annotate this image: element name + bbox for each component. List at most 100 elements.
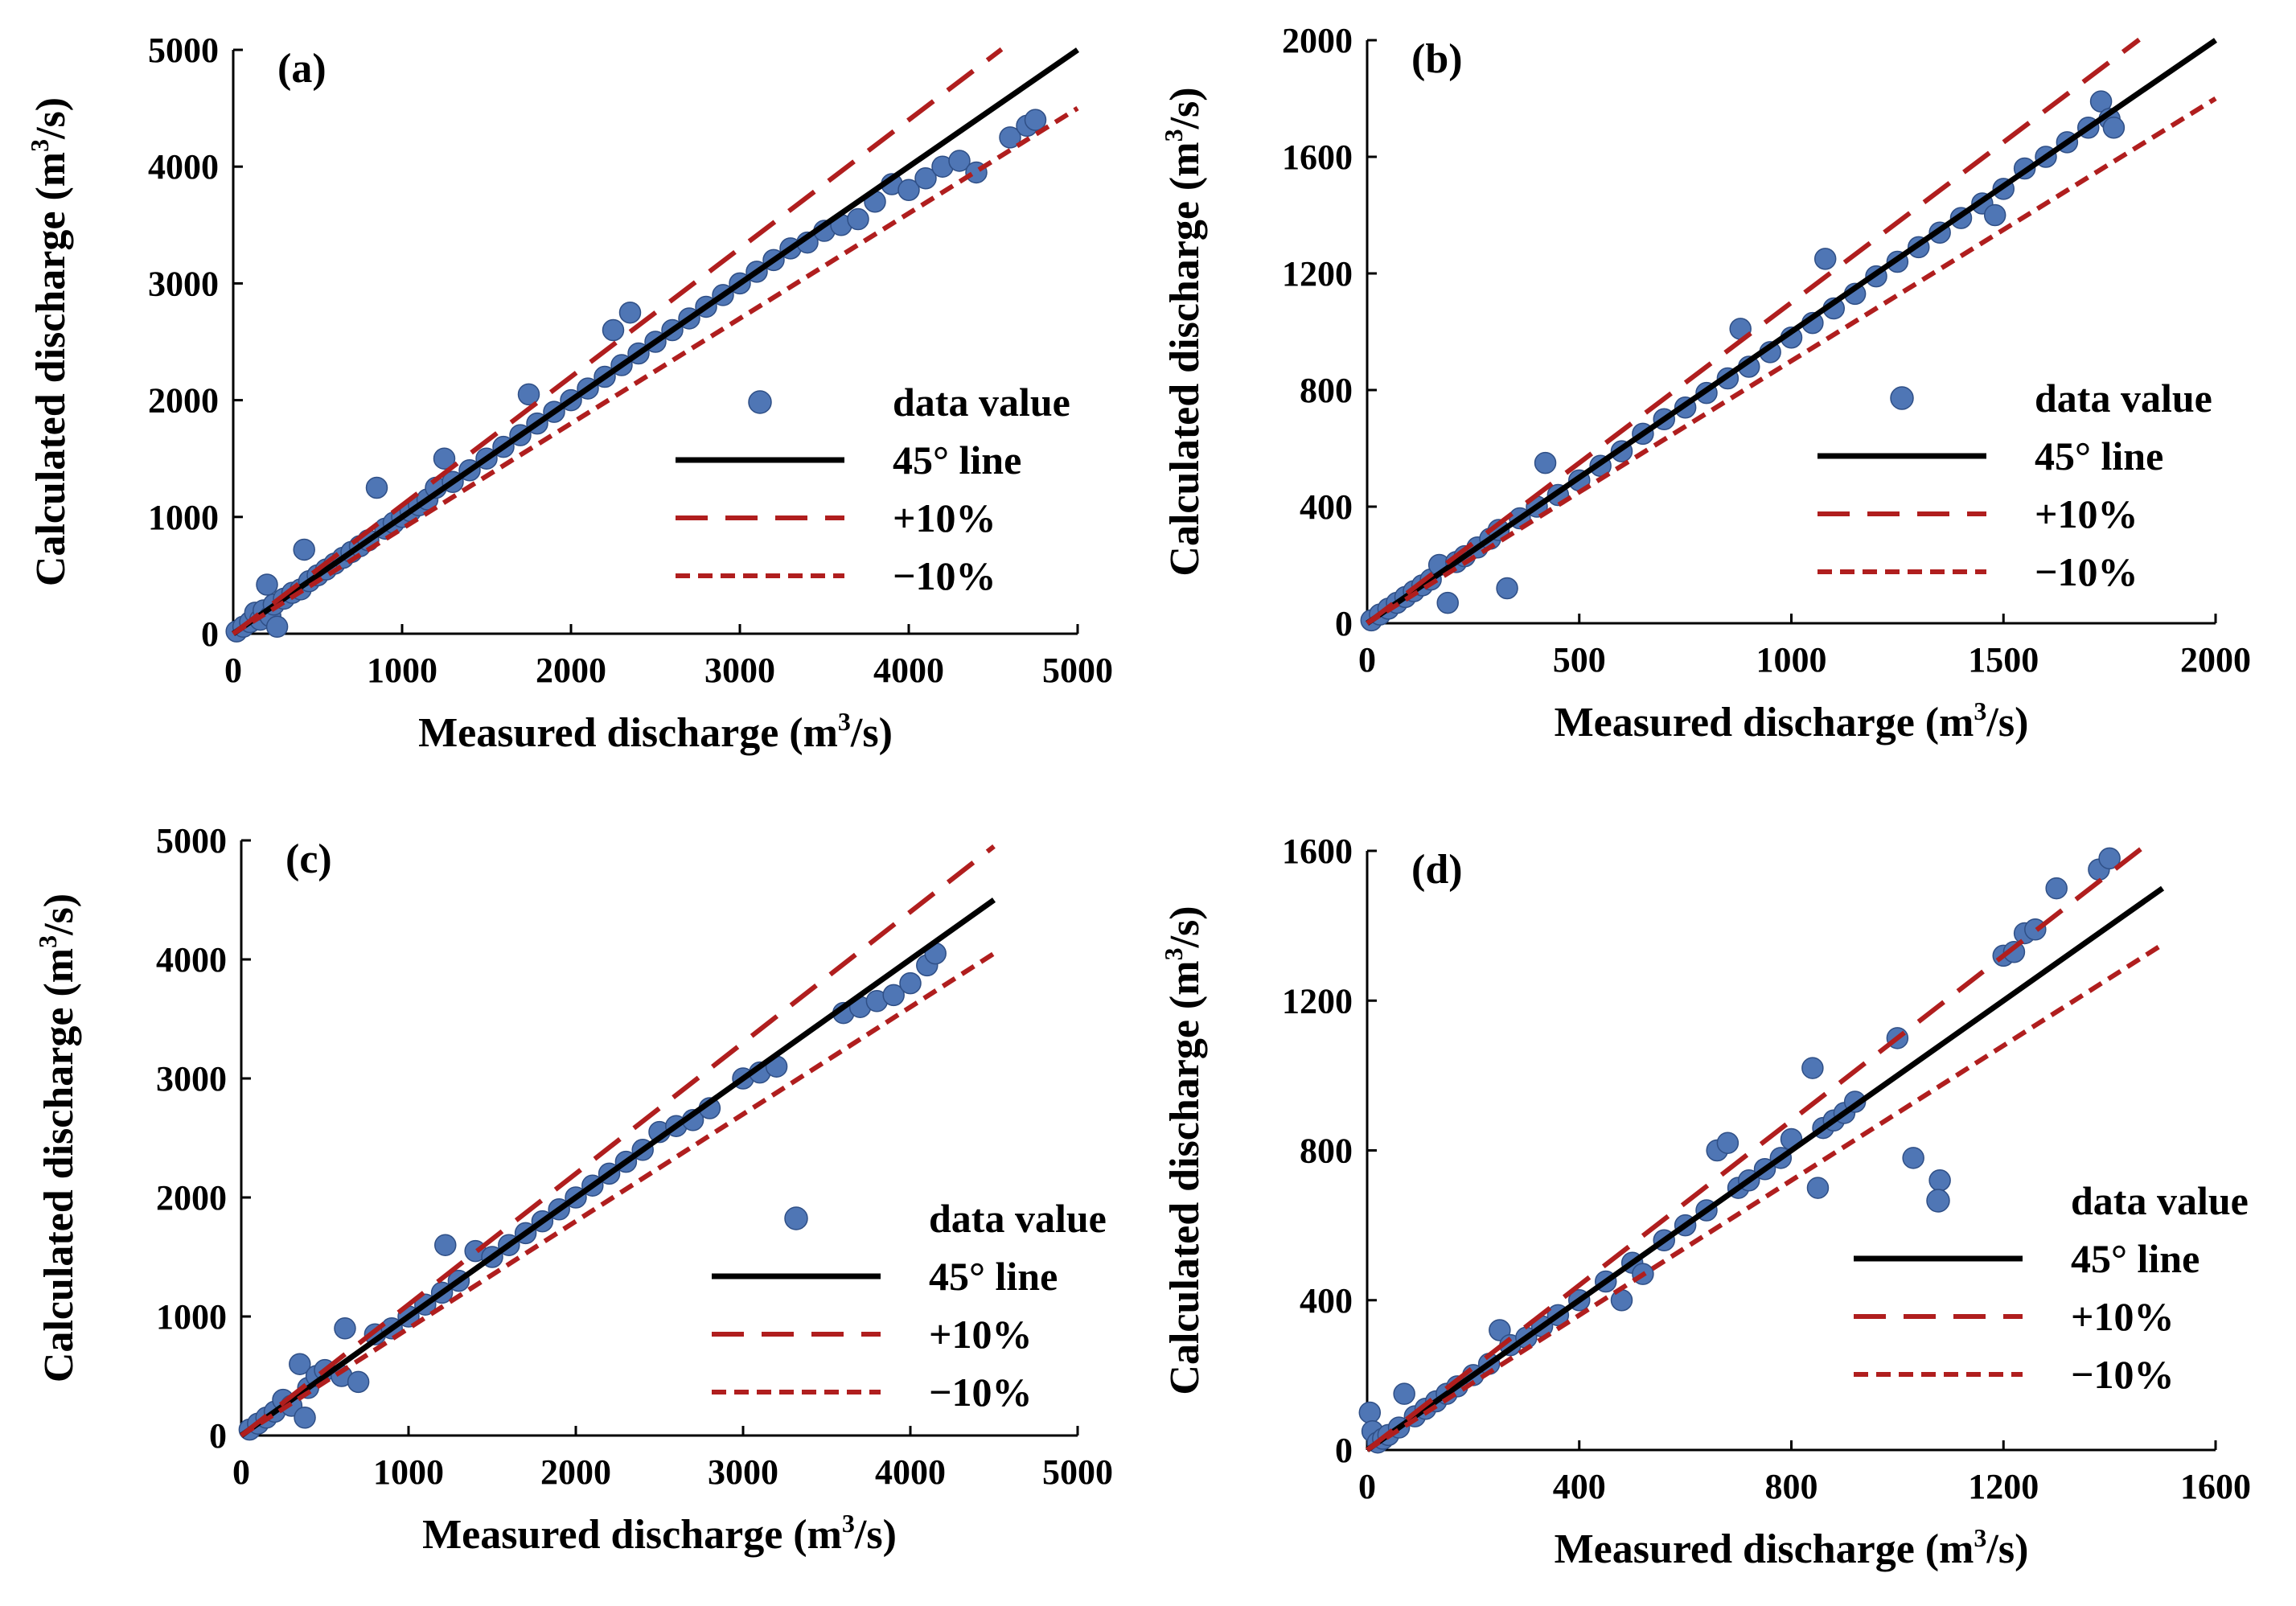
legend-label: data value <box>2035 376 2212 421</box>
data-point <box>914 166 937 190</box>
line-minus-10-percent <box>1366 942 2164 1452</box>
legend-label: −10% <box>2071 1352 2175 1397</box>
data-point <box>434 1234 457 1256</box>
y-tick-label: 4000 <box>148 147 219 187</box>
y-tick-label: 800 <box>1300 371 1353 410</box>
data-point <box>1436 591 1459 614</box>
x-tick-label: 1000 <box>367 651 437 690</box>
x-tick-label: 4000 <box>875 1452 946 1492</box>
data-point <box>517 383 540 406</box>
x-tick-label: 0 <box>1358 1467 1376 1506</box>
x-tick-label: 5000 <box>1042 1452 1113 1492</box>
data-point <box>1489 1319 1511 1341</box>
legend-label: 45° line <box>929 1254 1058 1299</box>
legend-label: data value <box>929 1196 1107 1241</box>
panel-label: (c) <box>285 836 332 882</box>
chart-panel-1: 0 1000 2000 3000 4000 5000 0 1000 2000 3000 4000 50… <box>25 31 1113 756</box>
panel-label: (b) <box>1411 36 1463 82</box>
y-tick-label: 1200 <box>1282 981 1353 1021</box>
data-point <box>1983 203 2006 227</box>
data-point <box>334 1317 356 1340</box>
data-point <box>897 179 920 201</box>
data-point <box>1716 1132 1739 1154</box>
x-axis-title: Measured discharge (m3/s) <box>422 1509 897 1558</box>
data-point <box>2098 847 2121 870</box>
legend-label: −10% <box>929 1370 1033 1415</box>
legend-label: +10% <box>893 495 996 540</box>
legend-label: −10% <box>2035 549 2138 594</box>
x-tick-label: 1000 <box>1756 640 1827 680</box>
y-tick-label: 0 <box>1335 1431 1353 1470</box>
y-tick-label: 2000 <box>1282 21 1353 60</box>
line-minus-10-percent <box>1366 96 2217 626</box>
data-point <box>293 538 315 561</box>
y-tick-label: 800 <box>1300 1132 1353 1171</box>
panel-label: (a) <box>277 46 327 92</box>
line-minus-10-percent <box>232 106 1079 636</box>
x-tick-label: 4000 <box>873 651 944 690</box>
data-point <box>1358 1401 1382 1424</box>
y-tick-label: 5000 <box>148 31 219 70</box>
data-point <box>1806 1177 1830 1199</box>
line-45-degree <box>232 47 1079 636</box>
data-point <box>2024 918 2047 941</box>
data-point <box>2045 877 2068 900</box>
legend: data value 45° line +10% −10% <box>712 1196 1107 1415</box>
data-point <box>433 447 456 470</box>
y-tick-label: 0 <box>209 1416 227 1456</box>
x-tick-label: 0 <box>232 1452 250 1492</box>
legend-marker-data-value <box>748 390 772 414</box>
y-tick-label: 1600 <box>1282 832 1353 871</box>
y-tick-label: 5000 <box>156 821 227 861</box>
legend-label: +10% <box>2035 491 2138 536</box>
y-tick-label: 4000 <box>156 940 227 980</box>
x-tick-label: 3000 <box>708 1452 778 1492</box>
data-point <box>347 1370 370 1394</box>
legend-label: 45° line <box>2035 433 2163 479</box>
data-point <box>882 984 905 1007</box>
y-tick-label: 1600 <box>1282 138 1353 177</box>
line-plus-10-percent <box>1366 846 2143 1452</box>
y-tick-label: 2000 <box>156 1178 227 1218</box>
data-point <box>1024 109 1047 131</box>
line-45-degree <box>239 897 996 1438</box>
y-tick-label: 0 <box>1335 604 1353 643</box>
data-point <box>256 573 278 596</box>
x-axis-title: Measured discharge (m3/s) <box>1555 1523 2029 1572</box>
legend-label: +10% <box>2071 1294 2175 1339</box>
data-point <box>847 207 869 231</box>
x-tick-label: 1000 <box>373 1452 444 1492</box>
data-point <box>289 1353 311 1375</box>
line-plus-10-percent <box>1366 37 2141 626</box>
x-tick-label: 3000 <box>704 651 775 690</box>
legend: data value 45° line +10% −10% <box>1854 1178 2249 1397</box>
line-plus-10-percent <box>240 844 996 1438</box>
legend: data value 45° line +10% −10% <box>676 380 1070 598</box>
data-point <box>1813 248 1837 270</box>
x-tick-label: 2000 <box>540 1452 611 1492</box>
y-tick-label: 400 <box>1300 1281 1353 1321</box>
data-point <box>1902 1147 1924 1169</box>
y-axis-title: Calculated discharge (m3/s) <box>33 893 82 1382</box>
x-tick-label: 400 <box>1553 1467 1606 1506</box>
x-tick-label: 1600 <box>2180 1467 2251 1506</box>
data-point <box>365 476 388 499</box>
line-plus-10-percent <box>232 47 1004 636</box>
legend-label: −10% <box>893 553 996 598</box>
x-axis-title: Measured discharge (m3/s) <box>418 707 893 756</box>
x-tick-label: 0 <box>1358 640 1376 680</box>
x-tick-label: 800 <box>1765 1467 1818 1506</box>
data-point <box>1801 1057 1824 1079</box>
data-point <box>1534 451 1557 474</box>
data-point <box>294 1407 316 1429</box>
legend-label: data value <box>893 380 1070 425</box>
chart-panel-4: 0 400 800 1200 1600 0 400 800 1200 1600 Measured d… <box>1159 832 2251 1572</box>
legend: data value 45° line +10% −10% <box>1817 376 2212 594</box>
line-minus-10-percent <box>240 951 996 1438</box>
x-tick-label: 500 <box>1553 640 1606 680</box>
legend-label: data value <box>2071 1178 2249 1223</box>
x-tick-label: 0 <box>224 651 242 690</box>
y-tick-label: 2000 <box>148 381 219 421</box>
line-45-degree <box>1365 885 2165 1452</box>
data-point <box>618 301 642 324</box>
